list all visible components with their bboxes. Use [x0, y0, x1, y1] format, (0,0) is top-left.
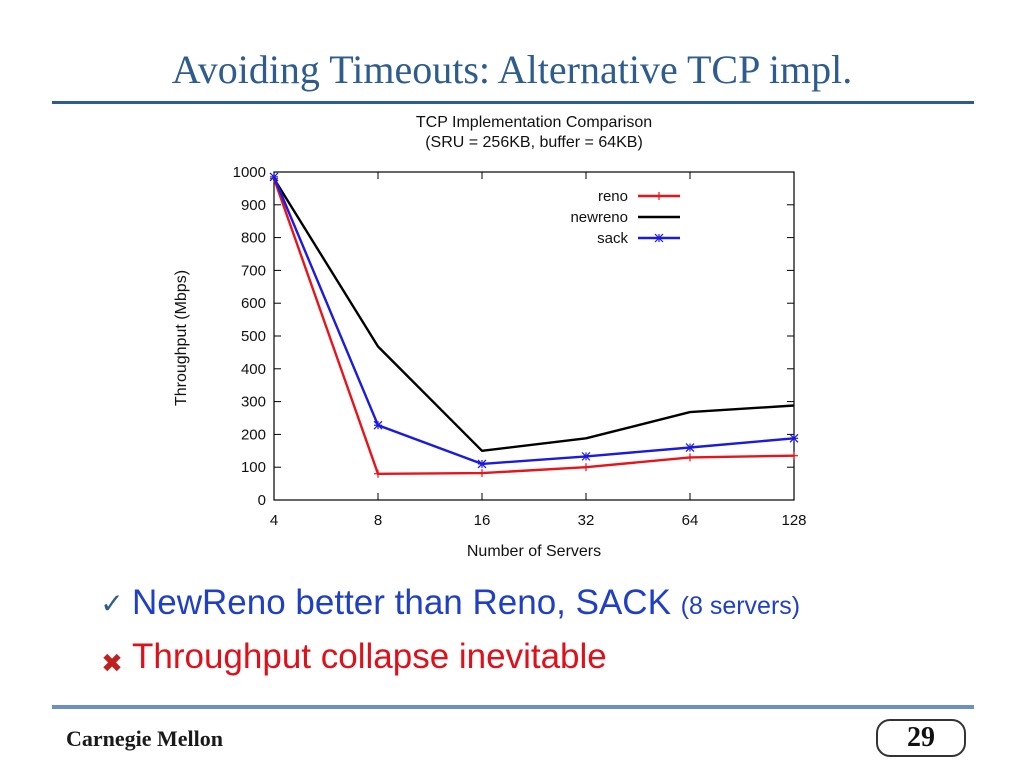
x-tick-label: 64 [682, 512, 699, 529]
y-axis-label: Throughput (Mbps) [173, 270, 190, 406]
y-tick-label: 100 [241, 459, 266, 476]
cross-mark-icon: ✖ [101, 649, 123, 679]
y-tick-label: 200 [241, 426, 266, 443]
y-tick-label: 800 [241, 230, 266, 247]
data-point-reno [790, 451, 798, 460]
series-line-newreno [272, 177, 795, 452]
y-tick-label: 500 [241, 328, 266, 345]
data-point-sack [789, 433, 799, 443]
y-tick-label: 400 [241, 361, 266, 378]
data-point-reno [374, 469, 382, 478]
data-point-reno [686, 453, 694, 462]
x-axis-label: Number of Servers [467, 543, 601, 560]
x-tick-label: 8 [374, 512, 382, 529]
page-number: 29 [876, 719, 966, 757]
bullet-item-2: ✖ Throughput collapse inevitable [94, 637, 994, 691]
slide-title: Avoiding Timeouts: Alternative TCP impl. [171, 47, 853, 92]
series-line-sack [272, 176, 795, 466]
x-tick-label: 128 [781, 512, 806, 529]
x-tick-label: 4 [270, 512, 278, 529]
y-tick-label: 1000 [233, 164, 266, 181]
legend-label-newreno: newreno [570, 209, 628, 226]
y-tick-label: 300 [241, 394, 266, 411]
data-point-sack [269, 172, 279, 182]
bullet-1-main: NewReno better than Reno, SACK [132, 583, 671, 622]
data-point-sack [373, 420, 383, 430]
data-point-sack [477, 459, 487, 469]
x-tick-label: 32 [578, 512, 595, 529]
y-tick-label: 600 [241, 295, 266, 312]
data-point-sack [581, 451, 591, 461]
legend-label-reno: reno [598, 188, 628, 205]
bullet-item-1: ✓ NewReno better than Reno, SACK (8 serv… [94, 583, 994, 637]
data-point-reno [478, 469, 486, 478]
legend-label-sack: sack [597, 230, 628, 247]
chart-subtitle: (SRU = 256KB, buffer = 64KB) [425, 134, 643, 151]
data-point-sack [685, 443, 695, 452]
bullet-1-text: NewReno better than Reno, SACK (8 server… [132, 583, 800, 623]
footer-institution: Carnegie Mellon [66, 726, 224, 751]
throughput-line-chart: TCP Implementation Comparison (SRU = 256… [173, 114, 807, 560]
chart-title: TCP Implementation Comparison [416, 114, 652, 131]
x-tick-label: 16 [474, 512, 491, 529]
bullet-list: ✓ NewReno better than Reno, SACK (8 serv… [94, 583, 994, 691]
legend-marker-sack [654, 233, 664, 243]
footer-rule [52, 705, 974, 709]
check-mark-icon: ✓ [100, 587, 124, 620]
title-underline [52, 101, 974, 104]
bullet-1-note: (8 servers) [680, 592, 801, 620]
y-tick-label: 700 [241, 262, 266, 279]
plot-frame [273, 171, 795, 501]
series-line-reno [272, 178, 795, 475]
bullet-2-text: Throughput collapse inevitable [132, 637, 607, 676]
data-point-reno [582, 463, 590, 472]
y-tick-label: 0 [258, 492, 266, 509]
legend-marker-reno [655, 192, 663, 200]
y-tick-label: 900 [241, 197, 266, 214]
